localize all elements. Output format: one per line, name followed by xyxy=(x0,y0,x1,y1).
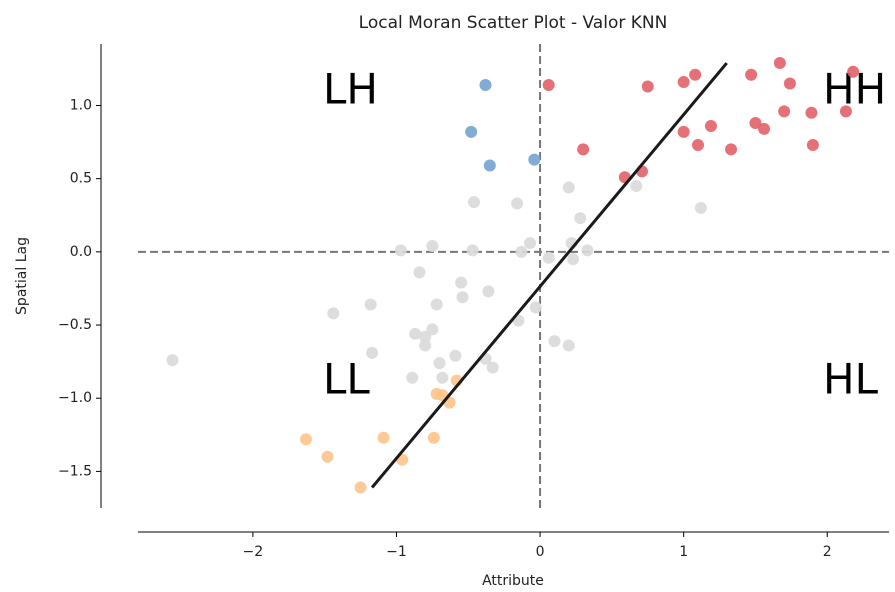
point xyxy=(419,339,432,352)
point xyxy=(778,105,791,118)
point xyxy=(630,179,643,192)
x-axis-label: Attribute xyxy=(482,573,544,589)
point xyxy=(515,245,528,258)
point xyxy=(449,349,462,362)
point xyxy=(806,138,819,151)
point xyxy=(409,327,422,340)
x-tick-label: 1 xyxy=(679,544,688,560)
point xyxy=(692,138,705,151)
point xyxy=(406,371,419,384)
point xyxy=(455,276,468,289)
point xyxy=(166,354,179,367)
point xyxy=(548,335,561,348)
regression-line xyxy=(370,62,728,489)
point xyxy=(364,298,377,311)
x-tick-label: 0 xyxy=(536,544,545,560)
x-tick-label: −1 xyxy=(386,544,407,560)
point xyxy=(542,251,555,264)
point xyxy=(773,57,786,70)
point xyxy=(327,307,340,320)
point xyxy=(577,143,590,156)
point xyxy=(300,433,313,446)
point xyxy=(542,78,555,91)
point xyxy=(758,122,771,135)
point xyxy=(641,80,654,93)
point xyxy=(433,357,446,370)
y-axis-label: Spatial Lag xyxy=(14,237,30,315)
quadrant-label: HL xyxy=(823,355,879,404)
point xyxy=(805,106,818,119)
point xyxy=(354,481,367,494)
point xyxy=(419,330,432,343)
x-tick-label: 2 xyxy=(823,544,832,560)
point xyxy=(689,68,702,81)
point xyxy=(413,266,426,279)
point xyxy=(511,197,524,210)
point xyxy=(725,143,738,156)
quadrant-label: LL xyxy=(323,355,370,404)
point xyxy=(486,361,499,374)
y-tick-label: 1.0 xyxy=(70,97,92,113)
point xyxy=(482,285,495,298)
x-tick-label: −2 xyxy=(243,544,264,560)
point xyxy=(562,339,575,352)
point xyxy=(321,450,334,463)
y-tick-label: −1.0 xyxy=(58,390,92,406)
point xyxy=(745,68,758,81)
point xyxy=(483,159,496,172)
y-tick-label: 0.5 xyxy=(70,171,92,187)
point xyxy=(694,201,707,214)
point xyxy=(567,253,580,266)
y-tick-label: −0.5 xyxy=(58,317,92,333)
point xyxy=(466,244,479,257)
point xyxy=(562,181,575,194)
point xyxy=(704,119,717,132)
point xyxy=(465,125,478,138)
point xyxy=(436,371,449,384)
point xyxy=(677,76,690,89)
point xyxy=(426,323,439,336)
point xyxy=(524,237,537,250)
point xyxy=(427,431,440,444)
point xyxy=(468,196,481,209)
point xyxy=(847,65,860,78)
point xyxy=(529,301,542,314)
point xyxy=(749,117,762,130)
point xyxy=(456,291,469,304)
point xyxy=(783,77,796,90)
quadrant-label: LH xyxy=(323,65,378,114)
point xyxy=(479,78,492,91)
point xyxy=(430,298,443,311)
chart-title: Local Moran Scatter Plot - Valor KNN xyxy=(359,13,668,33)
y-tick-label: −1.5 xyxy=(58,463,92,479)
point xyxy=(581,244,594,257)
point xyxy=(839,105,852,118)
point xyxy=(366,346,379,359)
point xyxy=(574,212,587,225)
point xyxy=(528,153,541,166)
point xyxy=(426,239,439,252)
point xyxy=(677,125,690,138)
y-tick-label: 0.0 xyxy=(70,244,92,260)
point xyxy=(394,244,407,257)
point xyxy=(377,431,390,444)
